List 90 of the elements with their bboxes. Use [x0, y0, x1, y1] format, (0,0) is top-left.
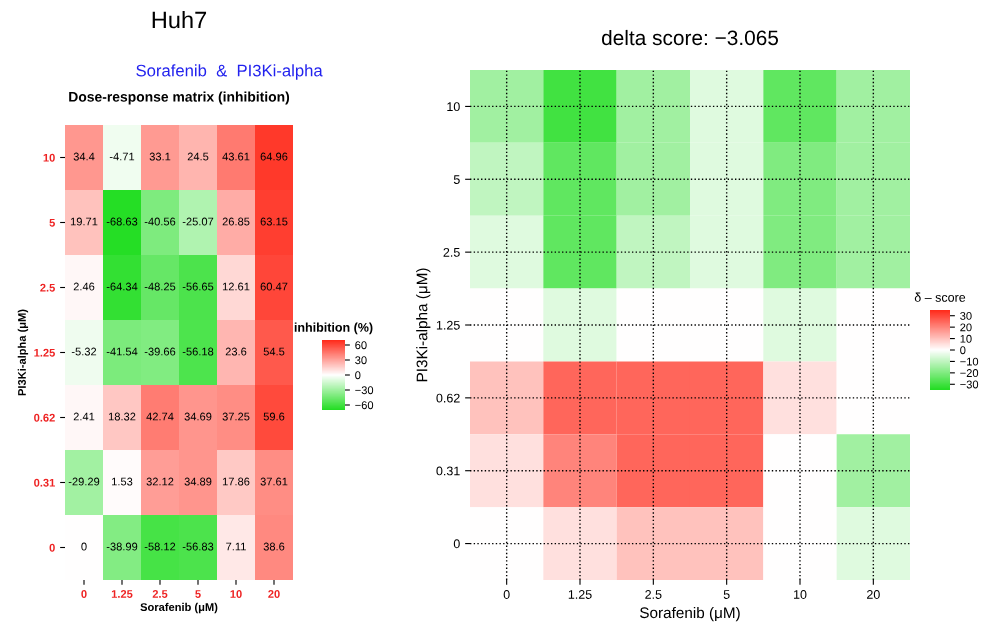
data-label: 64.96 [260, 152, 288, 161]
data-label: 19.71 [70, 217, 98, 226]
color-bar-label: −10 [960, 357, 979, 366]
data-label: 24.5 [187, 152, 209, 161]
y-tick-label: 1.25 [436, 320, 460, 330]
color-bar-label: 30 [355, 356, 367, 365]
data-label: 59.6 [263, 412, 285, 421]
y-tick-label: 1.25 [34, 348, 55, 357]
y-tick-label: 5 [49, 218, 55, 227]
data-label: 54.5 [263, 347, 285, 356]
x-tick-label: 1.25 [568, 590, 592, 599]
x-axis-title: Sorafenib (μM) [640, 606, 740, 622]
data-label: -64.34 [106, 282, 138, 291]
y-axis-title: PI3Ki-alpha (μM) [416, 268, 431, 382]
color-bar-title: δ – score [914, 292, 966, 302]
y-axis-title: PI3Ki-alpha (μM) [17, 309, 29, 396]
y-tick-label: 0 [453, 539, 460, 549]
text: Dose-response matrix (inhibition) [69, 91, 290, 105]
y-tick-label: 0.62 [34, 413, 55, 422]
data-label: 0 [81, 542, 87, 551]
x-tick-label: 2.5 [152, 590, 168, 598]
data-label: 33.1 [149, 152, 171, 161]
y-tick-label: 2.5 [443, 247, 460, 257]
data-label: 37.61 [260, 477, 288, 486]
x-tick-label: 0 [503, 590, 510, 599]
chart-title: Huh7 [152, 11, 207, 29]
data-label: -29.29 [68, 477, 100, 486]
data-label: -68.63 [106, 217, 138, 226]
data-label: 23.6 [225, 347, 247, 356]
data-label: 42.74 [146, 412, 174, 421]
data-label: 32.12 [146, 477, 174, 486]
x-tick-label: 5 [723, 590, 730, 599]
y-tick-label: 5 [453, 175, 460, 184]
x-tick-label: 10 [230, 590, 242, 598]
data-label: -38.99 [106, 542, 138, 551]
chart-title: delta score: −3.065 [601, 29, 779, 46]
x-tick-label: 20 [268, 590, 280, 598]
data-label: 63.15 [260, 217, 288, 226]
x-tick-label: 5 [195, 590, 201, 598]
x-tick-label: 1.25 [111, 590, 133, 598]
x-axis-title: Sorafenib (μM) [140, 602, 218, 614]
color-bar-label: 10 [960, 334, 972, 343]
data-label: 7.11 [226, 542, 246, 551]
y-tick-label: 10 [43, 153, 55, 162]
data-label: 60.47 [260, 282, 288, 291]
y-tick-label: 0.31 [436, 466, 460, 476]
data-label: 34.89 [184, 477, 212, 486]
data-label: 18.32 [108, 412, 136, 421]
data-label: 2.46 [73, 282, 95, 291]
data-label: -5.32 [71, 347, 97, 356]
data-label: -48.25 [144, 282, 176, 291]
y-tick-label: 0.31 [34, 478, 55, 487]
data-label: 37.25 [222, 412, 250, 421]
x-tick-label: 0 [81, 590, 87, 598]
data-label: -25.07 [182, 217, 214, 226]
data-label: 34.4 [73, 152, 95, 161]
data-label: -58.12 [144, 542, 176, 551]
data-label: -41.54 [106, 347, 138, 356]
color-bar-label: 60 [355, 341, 367, 350]
data-label: 38.6 [263, 542, 285, 551]
data-label: -4.71 [109, 152, 135, 161]
y-tick-label: 2.5 [40, 283, 55, 292]
data-label: 26.85 [222, 217, 250, 226]
data-label: 1.53 [112, 477, 133, 486]
color-bar-label: 0 [355, 371, 361, 380]
color-bar-label: 30 [960, 311, 972, 320]
y-tick-label: 0 [49, 543, 55, 552]
chart-subtitle: Sorafenib & PI3Ki-alpha [136, 64, 323, 80]
data-label: 12.61 [222, 282, 250, 291]
color-bar-label: −20 [960, 369, 979, 377]
color-bar-label: 20 [960, 323, 972, 332]
data-label: -56.18 [182, 347, 214, 356]
data-label: 2.41 [73, 412, 95, 421]
y-tick-label: 10 [447, 102, 460, 112]
color-bar-label: −60 [355, 401, 374, 410]
x-tick-label: 20 [867, 590, 880, 599]
x-tick-label: 2.5 [645, 590, 662, 599]
data-label: 34.69 [184, 412, 212, 421]
y-tick-label: 0.62 [436, 393, 460, 403]
color-bar-label: −30 [355, 386, 374, 395]
data-label: -56.83 [182, 542, 214, 551]
color-bar-label: 0 [960, 346, 966, 355]
data-label: 17.86 [222, 477, 250, 486]
data-label: 43.61 [222, 152, 250, 161]
color-bar-label: −30 [960, 380, 979, 389]
data-label: -39.66 [144, 347, 176, 356]
data-label: -40.56 [144, 217, 176, 226]
x-tick-label: 10 [794, 590, 807, 599]
color-bar-title: inhibition (%) [294, 322, 373, 335]
data-label: -56.65 [182, 282, 214, 291]
